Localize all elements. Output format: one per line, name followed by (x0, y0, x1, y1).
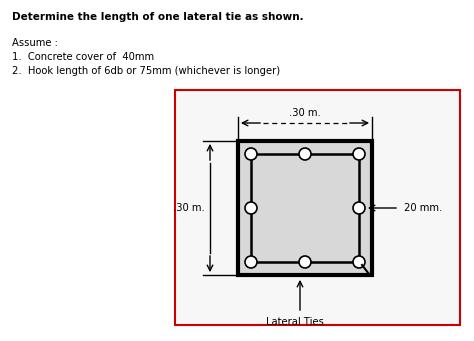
Text: Determine the length of one lateral tie as shown.: Determine the length of one lateral tie … (12, 12, 304, 22)
Circle shape (245, 148, 257, 160)
Text: Lateral Ties: Lateral Ties (266, 317, 324, 327)
Circle shape (299, 148, 311, 160)
Circle shape (353, 256, 365, 268)
Circle shape (299, 256, 311, 268)
Bar (251, 154, 359, 262)
Bar (238, 141, 372, 275)
Text: 2.  Hook length of 6db or 75mm (whichever is longer): 2. Hook length of 6db or 75mm (whichever… (12, 66, 280, 76)
Bar (175, 90, 460, 325)
Circle shape (353, 202, 365, 214)
Circle shape (245, 256, 257, 268)
Text: .30 m.: .30 m. (173, 203, 205, 213)
Text: .30 m.: .30 m. (289, 108, 321, 118)
Circle shape (245, 202, 257, 214)
Text: 1.  Concrete cover of  40mm: 1. Concrete cover of 40mm (12, 52, 154, 62)
Text: 20 mm.: 20 mm. (404, 203, 442, 213)
Circle shape (353, 148, 365, 160)
Text: Assume :: Assume : (12, 38, 58, 48)
